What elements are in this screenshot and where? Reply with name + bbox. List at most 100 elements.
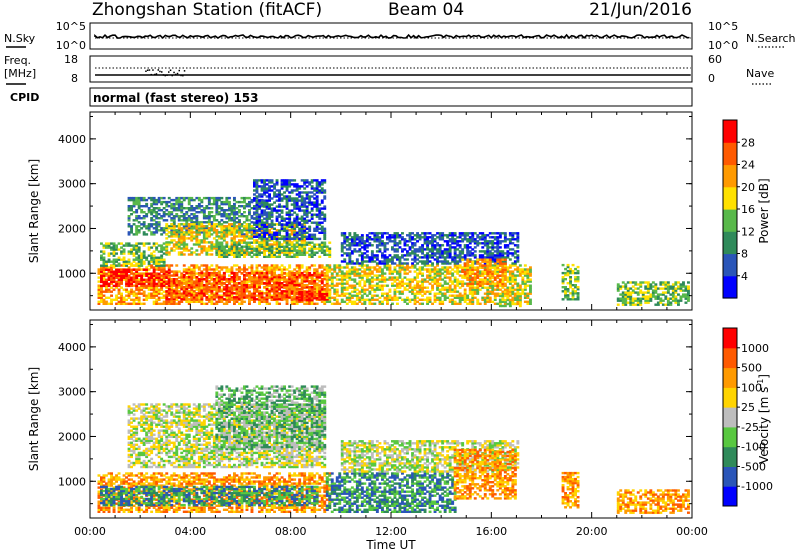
- range-gate-cell: [393, 268, 397, 271]
- range-gate-cell: [167, 200, 171, 204]
- range-gate-cell: [187, 202, 191, 206]
- range-gate-cell: [225, 268, 229, 271]
- range-gate-cell: [288, 223, 292, 226]
- range-gate-cell: [207, 235, 211, 238]
- range-gate-cell: [456, 272, 460, 275]
- range-gate-cell: [210, 225, 214, 228]
- range-gate-cell: [308, 266, 312, 269]
- range-gate-cell: [313, 235, 317, 238]
- range-gate-cell: [278, 223, 281, 226]
- range-gate-cell: [340, 300, 344, 303]
- range-gate-cell: [115, 264, 118, 267]
- range-gate-cell: [152, 223, 156, 226]
- range-gate-cell: [320, 290, 324, 293]
- range-gate-cell: [233, 284, 236, 287]
- range-gate-cell: [255, 187, 259, 190]
- range-gate-cell: [308, 237, 312, 241]
- range-gate-cell: [117, 300, 121, 303]
- range-gate-cell: [350, 278, 354, 281]
- range-gate-cell: [333, 284, 337, 287]
- range-gate-cell: [285, 272, 289, 275]
- range-gate-cell: [192, 266, 196, 269]
- range-gate-cell: [303, 291, 307, 294]
- range-gate-cell: [135, 215, 139, 218]
- range-gate-cell: [165, 270, 169, 273]
- range-gate-cell: [195, 221, 199, 224]
- range-gate-cell: [152, 200, 156, 204]
- range-gate-cell: [97, 268, 101, 271]
- range-gate-cell: [207, 286, 211, 289]
- range-gate-cell: [260, 241, 264, 244]
- range-gate-cell: [283, 219, 286, 222]
- range-gate-cell: [155, 264, 159, 267]
- range-gate-cell: [228, 249, 231, 252]
- range-gate-cell: [273, 247, 276, 250]
- range-gate-cell: [177, 300, 181, 303]
- range-gate-cell: [300, 199, 304, 202]
- range-gate-cell: [268, 270, 271, 273]
- range-gate-cell: [102, 298, 106, 301]
- range-gate-cell: [245, 223, 249, 226]
- range-gate-cell: [295, 233, 299, 236]
- range-gate-cell: [358, 276, 362, 279]
- range-gate-cell: [190, 296, 194, 299]
- range-gate-cell: [217, 271, 221, 275]
- range-gate-cell: [182, 296, 186, 299]
- range-gate-cell: [137, 202, 141, 206]
- range-gate-cell: [100, 274, 103, 277]
- range-gate-cell: [318, 211, 322, 214]
- range-gate-cell: [217, 253, 221, 256]
- range-gate-cell: [160, 196, 164, 200]
- range-gate-cell: [207, 280, 211, 283]
- range-gate-cell: [403, 268, 407, 271]
- range-gate-cell: [323, 205, 327, 208]
- range-gate-cell: [228, 215, 231, 218]
- range-gate-cell: [117, 292, 121, 295]
- range-gate-cell: [235, 298, 239, 301]
- range-gate-cell: [207, 196, 211, 200]
- range-gate-cell: [240, 284, 244, 287]
- range-gate-cell: [290, 270, 294, 273]
- range-gate-cell: [265, 213, 269, 216]
- range-gate-cell: [398, 280, 402, 283]
- range-gate-cell: [180, 292, 184, 295]
- range-gate-cell: [295, 278, 299, 281]
- range-gate-cell: [476, 268, 480, 271]
- range-gate-cell: [152, 211, 156, 214]
- nave-dip-point: [183, 70, 186, 72]
- range-gate-cell: [373, 288, 377, 291]
- range-gate-cell: [142, 205, 146, 208]
- range-gate-cell: [333, 270, 337, 273]
- range-gate-cell: [383, 298, 387, 301]
- range-gate-cell: [313, 193, 317, 196]
- range-gate-cell: [413, 302, 417, 305]
- range-gate-cell: [180, 196, 184, 200]
- range-gate-cell: [105, 302, 108, 305]
- range-gate-cell: [207, 227, 211, 230]
- range-gate-cell: [363, 268, 367, 271]
- range-gate-cell: [102, 290, 106, 293]
- range-gate-cell: [195, 239, 199, 242]
- range-gate-cell: [135, 233, 139, 236]
- range-gate-cell: [147, 274, 151, 277]
- range-gate-cell: [255, 247, 259, 250]
- range-gate-cell: [205, 235, 209, 238]
- range-gate-cell: [295, 243, 299, 246]
- range-gate-cell: [315, 294, 319, 297]
- range-gate-cell: [305, 278, 309, 281]
- range-gate-cell: [212, 298, 216, 301]
- range-gate-cell: [275, 205, 279, 208]
- range-gate-cell: [288, 241, 292, 244]
- range-gate-cell: [255, 211, 259, 214]
- range-gate-cell: [147, 260, 151, 263]
- range-gate-cell: [320, 278, 324, 281]
- range-gate-cell: [303, 243, 307, 246]
- range-gate-cell: [418, 302, 422, 305]
- range-gate-cell: [202, 249, 206, 252]
- range-gate-cell: [431, 278, 434, 281]
- range-gate-cell: [243, 221, 246, 224]
- range-gate-cell: [230, 239, 234, 242]
- range-gate-cell: [293, 225, 297, 228]
- range-gate-cell: [270, 207, 274, 210]
- range-gate-cell: [233, 211, 236, 214]
